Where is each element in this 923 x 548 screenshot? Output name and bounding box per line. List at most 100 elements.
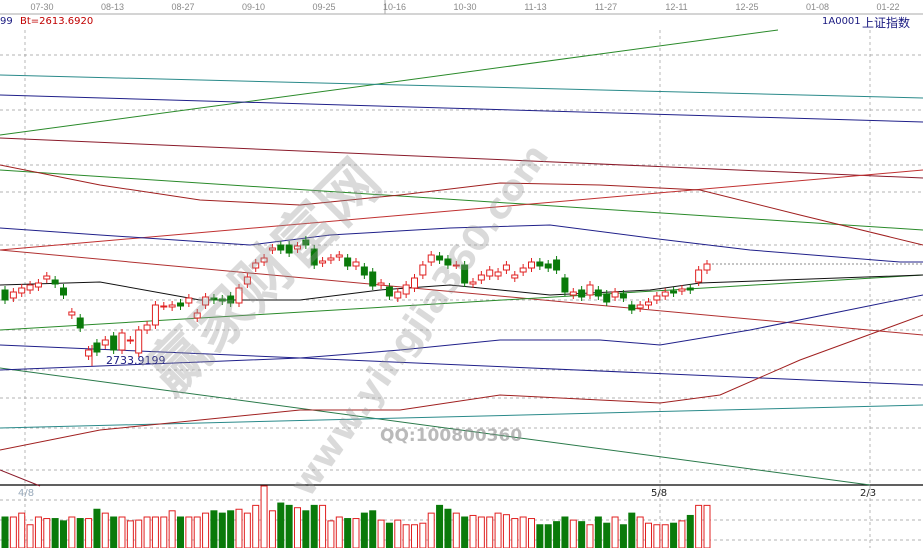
- indicator-curve: [0, 314, 923, 451]
- date-tick: 09-25: [312, 2, 336, 12]
- volume-bar: [411, 524, 418, 548]
- volume-bar: [327, 520, 335, 548]
- volume-bar: [695, 504, 703, 548]
- candle-up: [528, 261, 535, 269]
- candle-down: [536, 261, 544, 267]
- candle-up: [486, 269, 494, 277]
- candle-up: [352, 261, 360, 267]
- candle-up: [586, 284, 594, 296]
- candle-up: [18, 287, 26, 294]
- volume-bar: [502, 514, 510, 548]
- volume-bar: [185, 516, 193, 548]
- candle-up: [151, 304, 159, 326]
- candle-down: [344, 257, 352, 267]
- volume-bar: [277, 502, 285, 548]
- volume-bar: [402, 524, 410, 548]
- volume-bar: [611, 516, 619, 548]
- candle-down: [369, 271, 377, 287]
- candle-down: [553, 259, 561, 271]
- volume-bar: [135, 519, 143, 548]
- candle-up: [636, 304, 644, 309]
- candle-down: [628, 304, 636, 311]
- volume-bar: [1, 516, 9, 548]
- candle-up: [68, 311, 76, 316]
- candle-down: [670, 290, 678, 294]
- candle-down: [385, 286, 393, 297]
- bt-value: Bt=2613.6920: [20, 16, 94, 27]
- volume-bar: [636, 516, 644, 548]
- trend-line: [0, 169, 923, 251]
- candle-up: [678, 288, 686, 292]
- candle-up: [519, 267, 527, 273]
- volume-bar: [444, 508, 452, 548]
- volume-bar: [60, 520, 67, 548]
- volume-bar: [101, 512, 109, 548]
- candle-up: [185, 297, 193, 304]
- date-tick: 10-16: [382, 2, 407, 12]
- candle-down: [227, 295, 235, 304]
- candle-down: [360, 266, 368, 276]
- volume-bar: [469, 514, 477, 548]
- candle-up: [243, 276, 251, 285]
- volume-bar: [352, 518, 360, 548]
- marker-label: 5/8: [651, 488, 668, 499]
- volume-bar: [511, 518, 519, 548]
- volume-bar: [143, 516, 151, 548]
- volume-bar: [151, 516, 159, 548]
- volume-bar: [394, 519, 402, 548]
- volume-bar: [294, 507, 301, 548]
- candle-down: [578, 289, 586, 298]
- candle-up: [160, 305, 168, 308]
- indicator-curve: [0, 164, 923, 246]
- candle-up: [469, 281, 477, 285]
- volume-bar: [260, 485, 268, 548]
- candle-up: [327, 257, 335, 261]
- candle-down: [302, 239, 310, 246]
- volume-bar: [227, 510, 235, 548]
- volume-bar: [218, 512, 226, 548]
- candle-down: [461, 264, 469, 284]
- volume-bar: [110, 516, 118, 548]
- candle-down: [277, 244, 285, 251]
- candle-down: [177, 302, 184, 307]
- candle-up: [569, 291, 577, 296]
- candle-up: [43, 275, 51, 280]
- volume-bar: [377, 519, 385, 548]
- volume-bar: [51, 518, 59, 548]
- trend-line: [0, 94, 923, 123]
- volume-bar: [670, 522, 678, 548]
- index-name: 上证指数: [862, 16, 911, 30]
- volume-bar: [193, 516, 201, 548]
- volume-bar: [436, 504, 444, 548]
- candle-down: [619, 293, 627, 299]
- candle-up: [319, 260, 327, 264]
- candle-up: [377, 282, 385, 286]
- candle-down: [444, 258, 452, 266]
- volume-bar: [494, 512, 502, 548]
- volume-bar: [427, 512, 435, 548]
- volume-bar: [536, 524, 544, 548]
- volume-bar: [160, 516, 168, 548]
- volume-bar: [235, 508, 243, 548]
- candle-up: [477, 274, 485, 281]
- volume-bar: [477, 516, 485, 548]
- candle-down: [51, 279, 59, 285]
- volume-bar: [519, 516, 527, 548]
- date-tick: 11-13: [524, 2, 547, 12]
- date-tick: 11-27: [594, 2, 618, 12]
- candle-up: [402, 284, 410, 295]
- candle-down: [110, 335, 118, 351]
- candle-up: [335, 254, 343, 258]
- candle-up: [260, 257, 268, 263]
- candle-down: [561, 277, 569, 293]
- date-tick: 01-22: [876, 2, 900, 12]
- candle-down: [544, 263, 552, 269]
- volume-bar: [486, 516, 494, 548]
- candle-up: [118, 332, 126, 351]
- volume-bar: [645, 522, 652, 548]
- date-tick: 01-08: [805, 2, 830, 12]
- volume-bar: [628, 512, 636, 548]
- volume-bar: [34, 516, 42, 548]
- date-tick: 09-10: [241, 2, 266, 12]
